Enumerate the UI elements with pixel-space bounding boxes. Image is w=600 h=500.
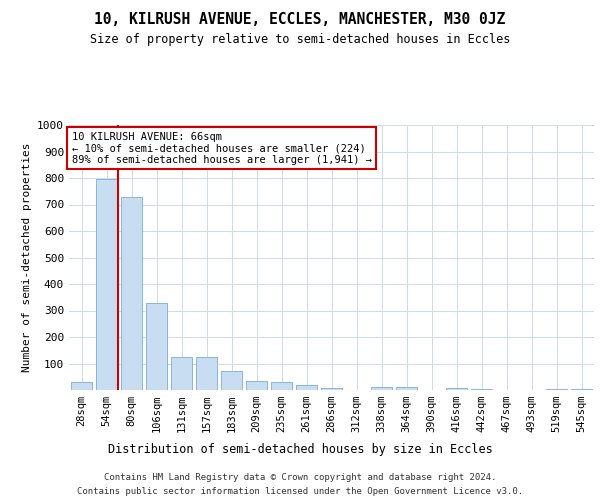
Bar	[246, 380, 267, 390]
Bar	[546, 388, 567, 390]
Text: Size of property relative to semi-detached houses in Eccles: Size of property relative to semi-detach…	[90, 32, 510, 46]
Y-axis label: Number of semi-detached properties: Number of semi-detached properties	[22, 143, 32, 372]
Bar	[71, 382, 92, 390]
Bar	[271, 382, 292, 390]
Text: 10 KILRUSH AVENUE: 66sqm
← 10% of semi-detached houses are smaller (224)
89% of : 10 KILRUSH AVENUE: 66sqm ← 10% of semi-d…	[71, 132, 371, 165]
Bar	[171, 357, 192, 390]
Bar	[321, 388, 342, 390]
Bar	[196, 357, 217, 390]
Bar	[96, 180, 117, 390]
Text: Contains public sector information licensed under the Open Government Licence v3: Contains public sector information licen…	[77, 488, 523, 496]
Bar	[121, 196, 142, 390]
Text: 10, KILRUSH AVENUE, ECCLES, MANCHESTER, M30 0JZ: 10, KILRUSH AVENUE, ECCLES, MANCHESTER, …	[94, 12, 506, 28]
Bar	[221, 372, 242, 390]
Bar	[571, 388, 592, 390]
Bar	[146, 302, 167, 390]
Bar	[396, 387, 417, 390]
Bar	[471, 388, 492, 390]
Bar	[446, 388, 467, 390]
Bar	[371, 387, 392, 390]
Text: Distribution of semi-detached houses by size in Eccles: Distribution of semi-detached houses by …	[107, 442, 493, 456]
Text: Contains HM Land Registry data © Crown copyright and database right 2024.: Contains HM Land Registry data © Crown c…	[104, 472, 496, 482]
Bar	[296, 384, 317, 390]
